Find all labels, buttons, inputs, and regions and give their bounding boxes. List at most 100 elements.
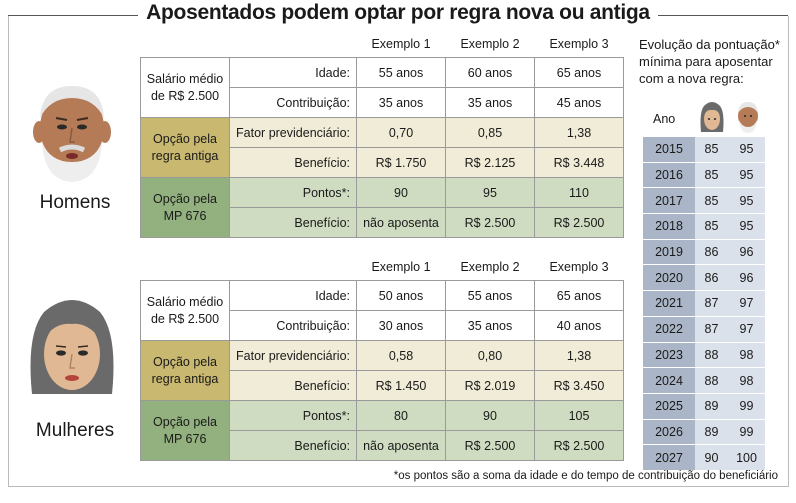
year-cell: 2022 — [643, 315, 695, 342]
cell: 80 — [356, 400, 446, 431]
cell: 0,58 — [356, 340, 446, 371]
points-table-row: 2017 85 95 — [643, 187, 765, 214]
man-face-icon — [30, 80, 114, 189]
row-label: Pontos*: — [229, 177, 357, 208]
footnote: *os pontos são a soma da idade e do temp… — [393, 470, 778, 482]
men-points-cell: 97 — [728, 290, 765, 317]
men-points-cell: 96 — [728, 238, 765, 265]
men-points-cell: 98 — [728, 341, 765, 368]
cell: R$ 2.500 — [445, 207, 535, 238]
year-cell: 2024 — [643, 367, 695, 394]
cell: R$ 3.448 — [534, 147, 624, 178]
cell: 0,70 — [356, 117, 446, 148]
page-title: Aposentados podem optar por regra nova o… — [0, 1, 796, 25]
row-label: Fator previdenciário: — [229, 117, 357, 148]
cell: 60 anos — [445, 57, 535, 88]
cell: 0,85 — [445, 117, 535, 148]
women-points-cell: 85 — [695, 136, 728, 163]
men-points-cell: 95 — [728, 213, 765, 240]
points-table-row: 2025 89 99 — [643, 392, 765, 420]
points-table-row: 2023 88 98 — [643, 341, 765, 368]
year-cell: 2020 — [643, 264, 695, 291]
women-salary-group: Salário médio de R$ 2.500 — [140, 280, 230, 341]
year-cell: 2019 — [643, 238, 695, 265]
points-table-row: 2015 85 95 — [643, 136, 765, 163]
women-points-cell: 85 — [695, 187, 728, 214]
women-points-cell: 89 — [695, 392, 728, 420]
women-points-cell: 89 — [695, 418, 728, 445]
example-1-header: Exemplo 1 — [371, 37, 431, 51]
cell: 55 anos — [445, 280, 535, 311]
woman-mini-face-icon — [699, 100, 725, 139]
men-points-cell: 95 — [728, 187, 765, 214]
men-points-cell: 97 — [728, 315, 765, 342]
row-label: Idade: — [229, 280, 357, 311]
cell: R$ 2.019 — [445, 370, 535, 401]
cell: não aposenta — [356, 207, 446, 238]
row-label: Pontos*: — [229, 400, 357, 431]
year-cell: 2025 — [643, 392, 695, 420]
infographic-frame — [8, 16, 789, 487]
men-points-cell: 96 — [728, 264, 765, 291]
cell: 90 — [445, 400, 535, 431]
row-label: Idade: — [229, 57, 357, 88]
points-table-header: Ano — [643, 100, 765, 136]
points-table-row: 2026 89 99 — [643, 418, 765, 445]
men-points-cell: 95 — [728, 136, 765, 163]
row-label: Benefício: — [229, 370, 357, 401]
man-mini-face-icon — [735, 100, 761, 139]
cell: R$ 3.450 — [534, 370, 624, 401]
cell: 35 anos — [445, 310, 535, 341]
year-cell: 2017 — [643, 187, 695, 214]
year-cell: 2026 — [643, 418, 695, 445]
points-table-row: 2021 87 97 — [643, 290, 765, 317]
row-label: Benefício: — [229, 430, 357, 461]
points-table-row: 2019 86 96 — [643, 238, 765, 265]
points-table-row: 2020 86 96 — [643, 264, 765, 291]
cell: R$ 2.125 — [445, 147, 535, 178]
cell: 1,38 — [534, 340, 624, 371]
row-label: Contribuição: — [229, 87, 357, 118]
example-2-header: Exemplo 2 — [460, 37, 520, 51]
women-points-cell: 86 — [695, 264, 728, 291]
men-label: Homens — [39, 192, 111, 213]
row-label: Fator previdenciário: — [229, 340, 357, 371]
men-points-cell: 100 — [728, 444, 765, 470]
example-3-header: Exemplo 3 — [549, 37, 609, 51]
women-points-cell: 87 — [695, 290, 728, 317]
men-old-rule-group: Opção pela regra antiga — [140, 117, 230, 178]
cell: 55 anos — [356, 57, 446, 88]
row-label: Benefício: — [229, 207, 357, 238]
men-points-cell: 99 — [728, 418, 765, 445]
cell: 105 — [534, 400, 624, 431]
cell: 110 — [534, 177, 624, 208]
year-cell: 2027 — [643, 444, 695, 470]
men-new-rule-group: Opção pela MP 676 — [140, 177, 230, 238]
points-table-row: 2027 90 100 — [643, 444, 765, 470]
year-cell: 2023 — [643, 341, 695, 368]
cell: 40 anos — [534, 310, 624, 341]
points-table-row: 2018 85 95 — [643, 213, 765, 240]
women-points-cell: 90 — [695, 444, 728, 470]
cell: 30 anos — [356, 310, 446, 341]
example-1-header: Exemplo 1 — [371, 260, 431, 274]
cell: 95 — [445, 177, 535, 208]
title-bar: Aposentados podem optar por regra nova o… — [0, 0, 796, 30]
women-label: Mulheres — [35, 420, 115, 441]
row-label: Contribuição: — [229, 310, 357, 341]
year-cell: 2021 — [643, 290, 695, 317]
cell: 35 anos — [445, 87, 535, 118]
year-header: Ano — [653, 112, 676, 126]
cell: 45 anos — [534, 87, 624, 118]
men-examples-table: Exemplo 1 Exemplo 2 Exemplo 3 Salário mé… — [140, 31, 624, 238]
women-examples-table: Exemplo 1 Exemplo 2 Exemplo 3 Salário mé… — [140, 254, 624, 461]
cell: 65 anos — [534, 280, 624, 311]
men-salary-group: Salário médio de R$ 2.500 — [140, 57, 230, 118]
cell: R$ 2.500 — [445, 430, 535, 461]
example-2-header: Exemplo 2 — [460, 260, 520, 274]
cell: 90 — [356, 177, 446, 208]
title-rule-left — [8, 15, 158, 16]
women-points-cell: 88 — [695, 367, 728, 394]
women-points-cell: 86 — [695, 238, 728, 265]
cell: R$ 1.450 — [356, 370, 446, 401]
